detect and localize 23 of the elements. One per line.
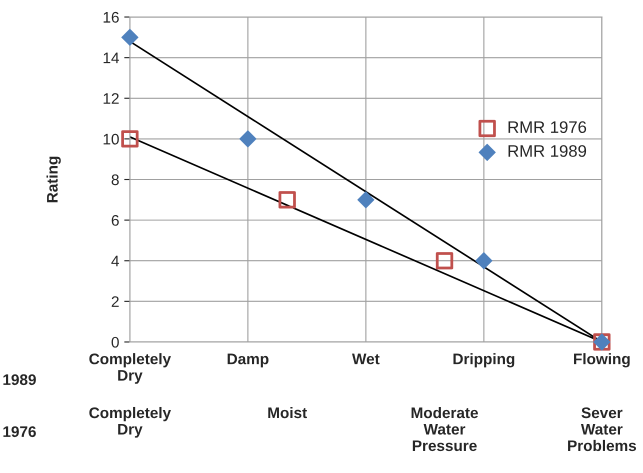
legend-label: RMR 1976 bbox=[508, 121, 586, 134]
legend-label: RMR 1989 bbox=[508, 145, 586, 157]
y-tick-label: 14 bbox=[104, 52, 120, 64]
text: Moderate Water Pressure bbox=[412, 406, 478, 452]
x-tick-label: Damp bbox=[228, 354, 268, 368]
x2-axis-title: 1976 bbox=[3, 426, 36, 438]
x-tick-label: Flowing bbox=[574, 353, 630, 368]
x-tick-label: Dripping bbox=[453, 353, 514, 368]
y-tick-label: 12 bbox=[104, 93, 119, 104]
y-tick-label: 6 bbox=[112, 214, 119, 226]
y-tick-label: 8 bbox=[112, 174, 119, 186]
y-tick-label: 2 bbox=[112, 296, 119, 307]
text: Sever Water Problems bbox=[568, 407, 636, 452]
y-tick-label: 16 bbox=[104, 12, 119, 23]
x-tick-label: Wet bbox=[352, 354, 380, 364]
x-tick-label: Completely Dry bbox=[89, 353, 171, 384]
y-axis-title: Rating bbox=[46, 156, 61, 202]
y-tick-label: 0 bbox=[112, 336, 119, 348]
x-axis-title: 1989 bbox=[3, 374, 36, 386]
text: Completely Dry bbox=[89, 406, 171, 438]
text: Moist bbox=[268, 406, 307, 418]
y-tick-label: 10 bbox=[104, 134, 119, 145]
y-tick-label: 4 bbox=[111, 256, 120, 266]
